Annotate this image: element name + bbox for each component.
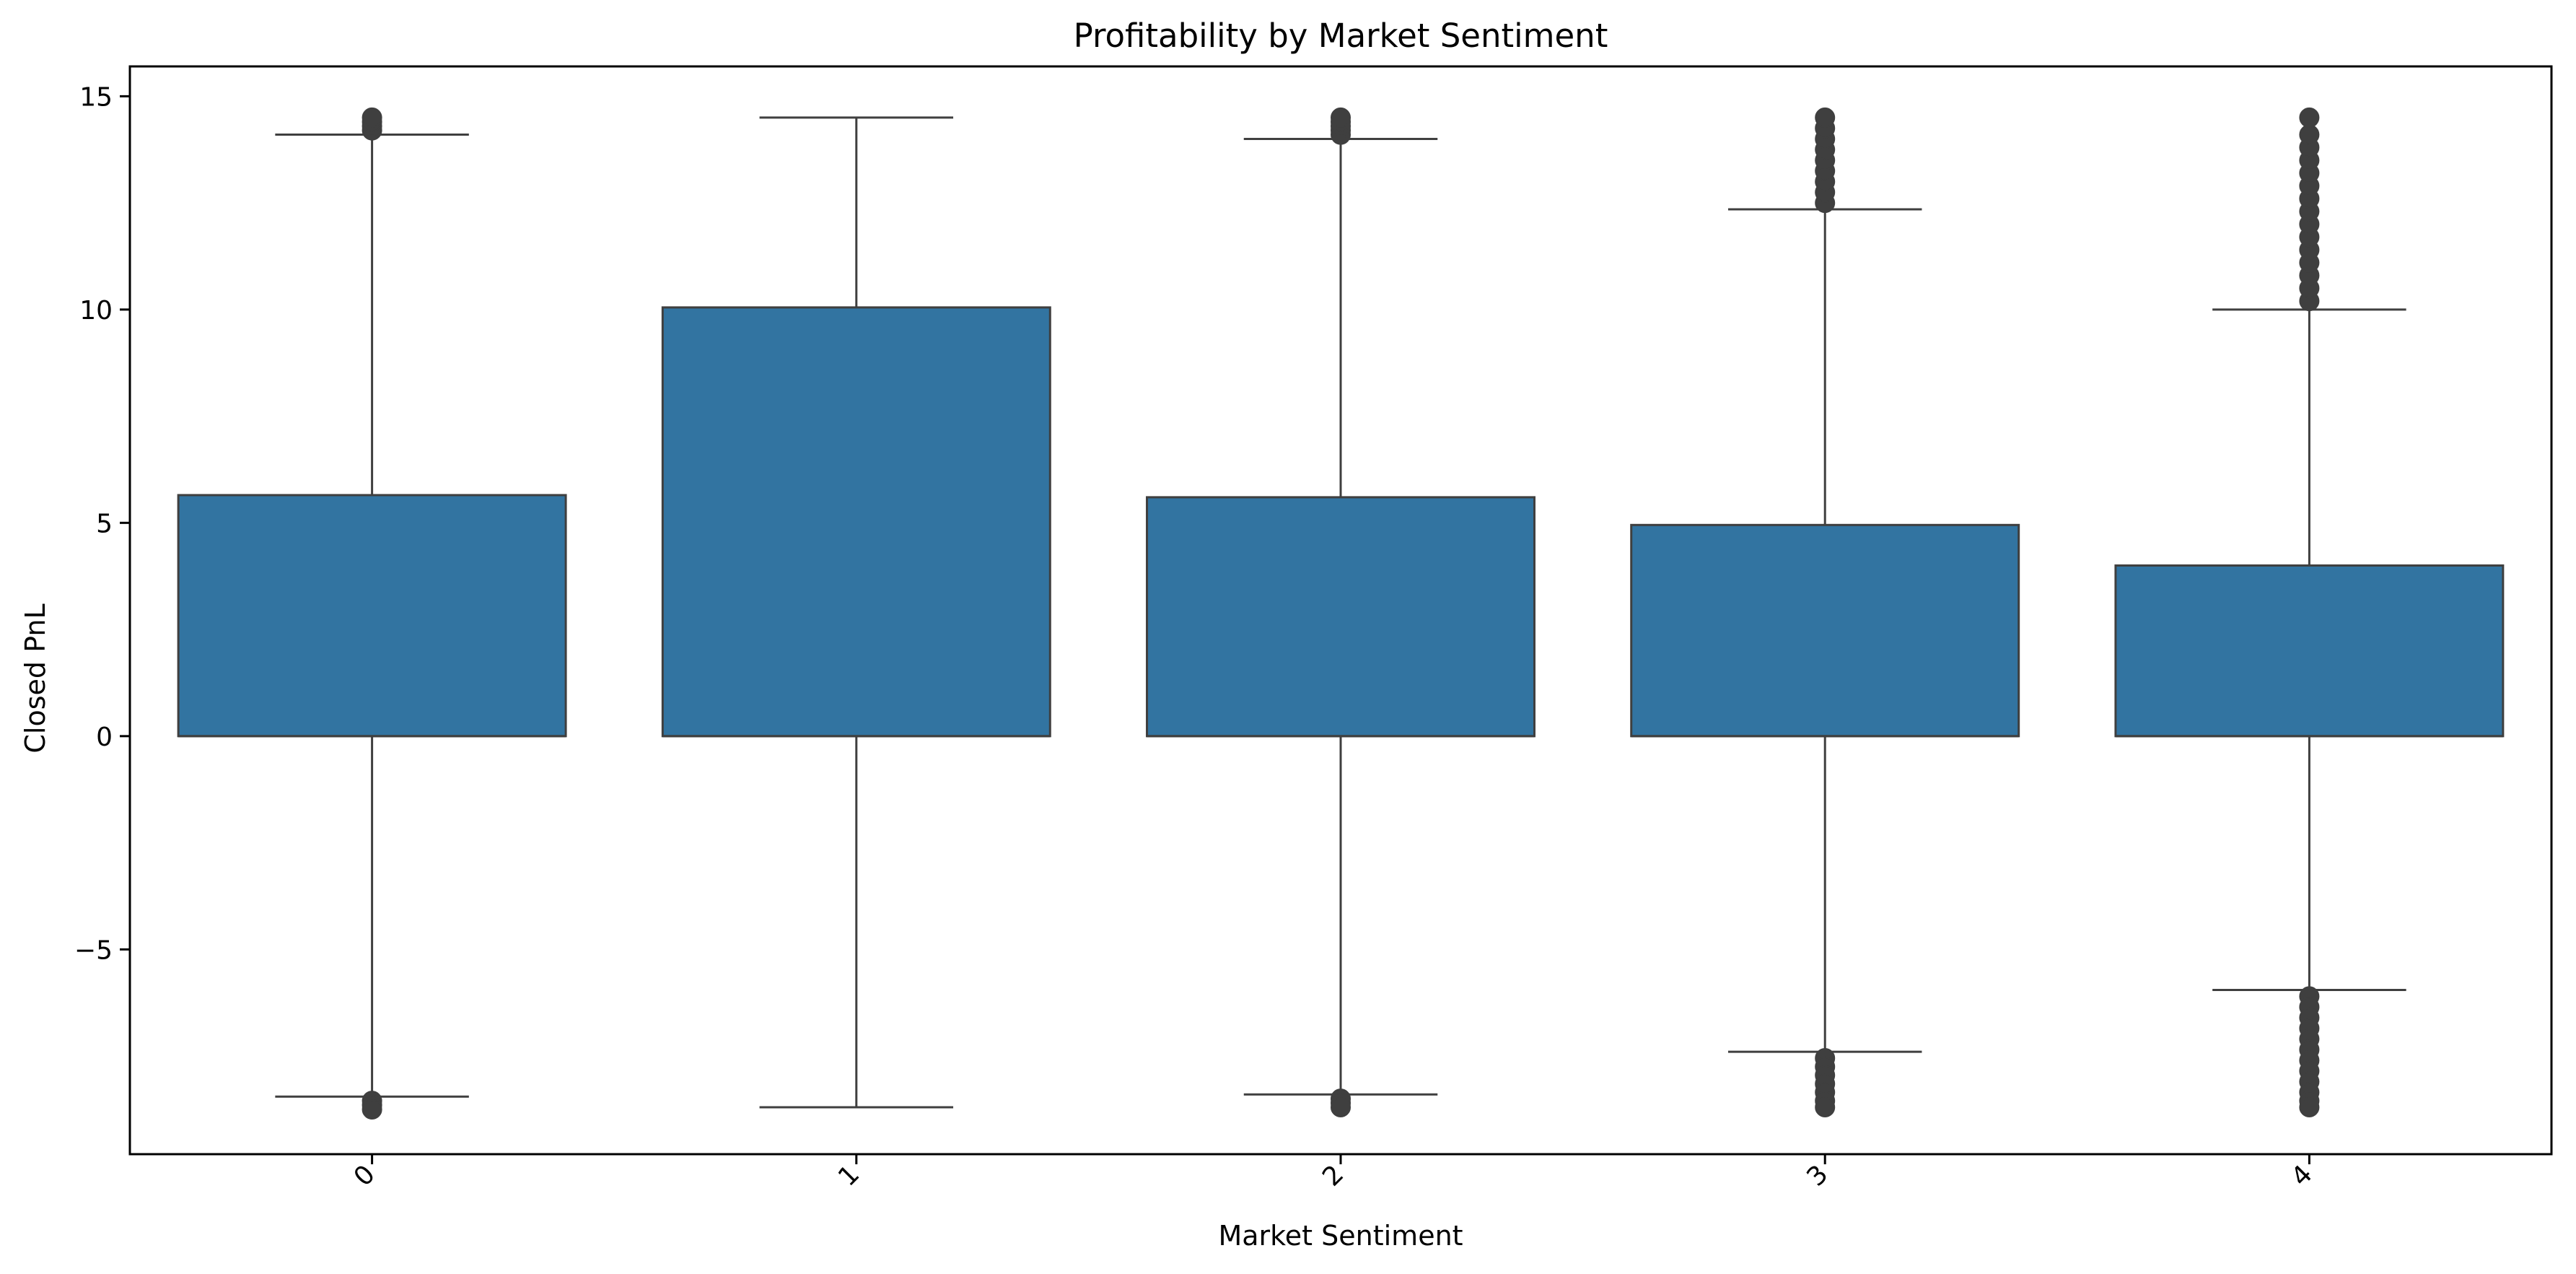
outlier-point — [1815, 107, 1836, 128]
x-tick-label: 0 — [349, 1159, 381, 1192]
y-tick-label: 5 — [96, 509, 113, 538]
outlier-point — [362, 107, 382, 128]
outlier-point — [2299, 107, 2320, 128]
y-tick-label: 15 — [79, 82, 113, 112]
outlier-point — [2299, 124, 2320, 145]
outlier-point — [362, 1099, 382, 1120]
y-axis-label: Closed PnL — [19, 603, 51, 753]
x-tick-label: 4 — [2286, 1159, 2318, 1192]
x-tick-label: 1 — [833, 1159, 865, 1192]
box-4 — [2114, 564, 2505, 738]
outlier-point — [1331, 107, 1351, 128]
y-tick-label: 0 — [96, 723, 113, 752]
x-tick-label: 3 — [1801, 1159, 1834, 1192]
plot-area: −5 0 5 10 15 0 1 2 3 4 — [74, 82, 2505, 1192]
outlier-point — [2299, 1096, 2320, 1117]
y-tick-label: 10 — [79, 296, 113, 326]
y-tick-label: −5 — [74, 935, 113, 965]
box-2 — [1146, 496, 1535, 738]
box-0 — [177, 494, 567, 738]
outlier-point — [1815, 1096, 1836, 1117]
plot-frame — [128, 65, 2553, 1156]
x-axis-label: Market Sentiment — [1218, 1220, 1463, 1252]
outlier-point — [1331, 1096, 1351, 1117]
chart-title: Profitability by Market Sentiment — [1074, 17, 1608, 55]
box-1 — [661, 306, 1051, 738]
box-3 — [1630, 523, 2020, 738]
x-tick-label: 2 — [1317, 1159, 1349, 1192]
